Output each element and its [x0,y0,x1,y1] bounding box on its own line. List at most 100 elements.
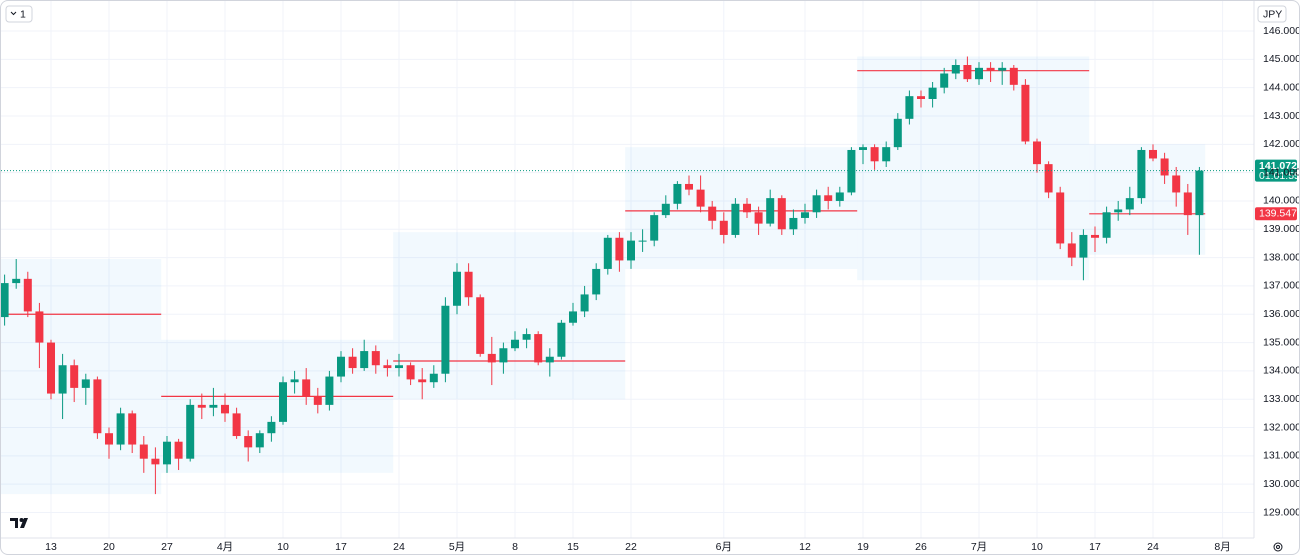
candle-body [835,192,844,201]
candle-body [801,212,809,218]
candle-body [58,365,67,394]
candle-body [615,237,624,261]
x-tick-label: 7月 [971,541,987,553]
candle-body [1044,164,1053,193]
candle-body [998,67,1007,71]
candle-body [464,271,473,298]
y-tick-label: 135.000 [1263,336,1299,348]
interval-box[interactable] [5,5,33,23]
candle-body [708,206,717,221]
candle-body [905,96,914,119]
gear-center [1276,545,1280,549]
candle-body [383,365,392,369]
y-tick-label: 138.000 [1263,251,1299,263]
profile-range [393,232,626,400]
y-tick-label: 130.000 [1263,478,1299,490]
candle-body [545,356,554,363]
candle-body [313,396,322,405]
y-tick-label: 142.000 [1263,138,1299,150]
y-tick-label: 146.000 [1263,25,1299,37]
candle-body [638,240,647,242]
candle-body [685,183,693,190]
candle-body [93,379,102,434]
candle-body [221,404,229,414]
candle-body [917,96,925,99]
y-tick-label: 132.000 [1263,421,1299,433]
candle-body [1125,198,1134,210]
candle-body [1021,84,1030,142]
candle-body [12,278,21,284]
candle-body [1091,234,1099,238]
candle-body [476,297,485,354]
interval-label[interactable]: 1 [20,8,26,20]
candle-body [569,311,577,323]
candle-body [592,268,601,295]
candle-body [673,183,682,204]
candle-body [1,283,9,318]
candle-body [719,220,728,235]
x-tick-label: 15 [567,541,579,553]
poc-tag [1255,207,1297,221]
candle-body [70,365,79,388]
candle-body [35,311,44,343]
y-tick-label: 145.000 [1263,53,1299,65]
x-tick-label: 8 [512,541,518,553]
candle-body [951,65,960,74]
candle-body [163,441,171,465]
candle-body [348,356,357,369]
last-price-label: 141.072 [1259,160,1297,172]
candle-body [441,305,450,374]
candle-body [870,147,879,162]
interval-button[interactable]: 1 [5,5,33,23]
candle-body [290,379,299,383]
candle-body [487,353,496,363]
candle-body [1033,141,1041,165]
candle-body [847,149,856,193]
y-tick-label: 143.000 [1263,110,1299,122]
candle-body [743,203,751,213]
currency-button[interactable]: JPY [1257,5,1287,23]
candle-body [1195,170,1204,216]
y-tick-label: 134.000 [1263,365,1299,377]
candle-body [151,458,160,465]
x-tick-label: 22 [625,541,637,553]
candle-body [1172,175,1181,193]
poc-label: 139.547 [1259,208,1297,220]
x-tick-label: 10 [277,541,289,553]
gear[interactable] [1273,542,1283,552]
last-price-tag [1255,159,1297,182]
x-tick-label: 6月 [716,541,732,553]
candle-body [81,379,90,388]
candle-body [406,365,415,380]
candle-body [139,444,148,459]
logo-shape [10,518,18,528]
candle-body [661,203,670,216]
candle-body [244,436,253,448]
currency-label[interactable]: JPY [1263,8,1282,20]
candle-body [986,67,995,71]
candle-body [627,240,635,261]
x-tick-label: 4月 [217,541,233,553]
candle-body [499,348,508,363]
candle-body [1102,212,1111,238]
x-tick-label: 12 [799,541,811,553]
candle-body [893,118,902,148]
candle-body [197,404,206,408]
logo-dot [19,518,24,522]
countdown-label: 01:01:55 [1259,170,1299,182]
currency-box[interactable] [1257,5,1287,23]
candle-body [1056,192,1065,244]
candle-body [255,433,264,448]
settings-icon[interactable] [1273,542,1283,552]
candle-body [453,271,461,306]
candle-body [105,433,113,445]
candle-body [232,413,241,437]
candle-body [1114,209,1123,213]
logo [10,518,28,528]
candle-body [963,65,972,80]
candle-body [882,147,891,162]
candle-body [302,379,311,397]
candle-body [766,198,775,224]
